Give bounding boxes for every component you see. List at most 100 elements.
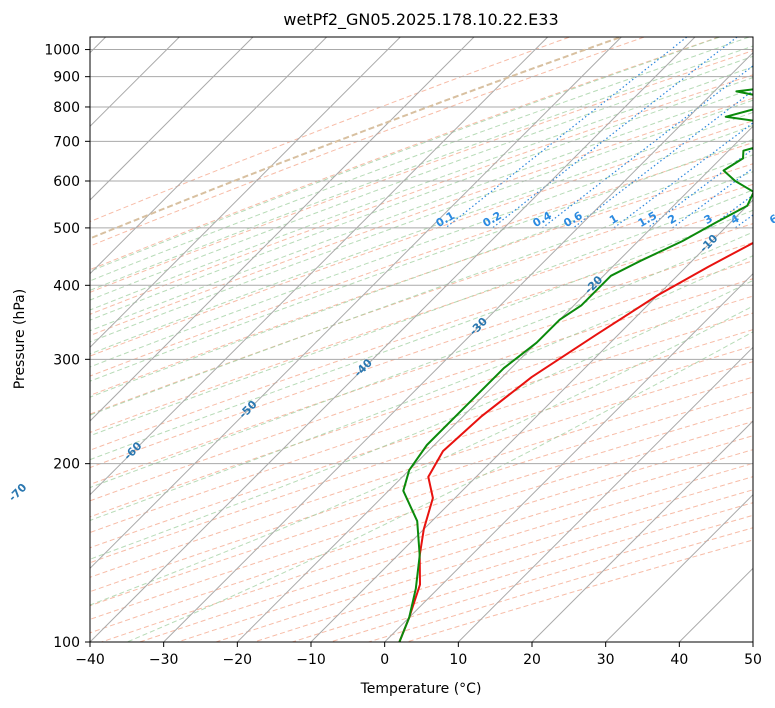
isotherm <box>384 272 753 642</box>
isotherm <box>90 37 328 275</box>
x-axis: −40 −30 −20 −10 0 10 20 30 40 50 <box>75 642 762 668</box>
y-tick-label: 300 <box>53 352 80 368</box>
isotherm-label: -70 <box>6 481 29 504</box>
mixing-ratio-line <box>445 37 688 229</box>
dry-adiabat <box>90 345 753 564</box>
dry-adiabat <box>90 74 753 315</box>
reference-lines <box>90 37 753 642</box>
x-tick-label: −20 <box>223 652 253 668</box>
data-series <box>398 88 753 642</box>
moist-adiabat <box>90 88 753 332</box>
moist-adiabat <box>90 138 753 382</box>
isotherm-label: -50 <box>236 398 259 421</box>
dry-adiabat <box>90 241 753 469</box>
y-tick-label: 200 <box>53 457 80 473</box>
moist-adiabat <box>90 305 753 606</box>
isotherm <box>457 346 753 642</box>
series-line-1 <box>398 88 753 642</box>
dry-adiabat <box>368 527 753 642</box>
dry-adiabat <box>90 97 753 337</box>
y-tick-label: 100 <box>53 635 80 651</box>
mixing-ratio-label: 1.5 <box>636 209 659 230</box>
isotherm <box>236 125 753 642</box>
y-tick-label: 700 <box>53 134 80 150</box>
isotherm <box>531 420 753 642</box>
isotherm <box>90 37 475 422</box>
y-tick-label: 900 <box>53 70 80 86</box>
moist-adiabat <box>90 55 753 301</box>
dry-adiabat <box>90 361 753 578</box>
isotherm <box>90 37 401 349</box>
x-tick-label: −30 <box>149 652 179 668</box>
x-tick-label: 50 <box>744 652 762 668</box>
isotherm <box>90 37 622 570</box>
dry-adiabat <box>90 120 753 357</box>
mixing-ratio-line <box>542 65 753 229</box>
dry-adiabat <box>90 203 753 433</box>
y-axis: 1000 900 800 700 600 500 400 300 200 100 <box>44 43 90 651</box>
moist-adiabat <box>90 66 753 311</box>
moist-adiabat <box>90 154 753 398</box>
moist-adiabat <box>90 231 753 489</box>
moist-adiabat <box>90 189 753 437</box>
dry-adiabat <box>90 312 753 534</box>
dry-adiabat <box>90 142 753 377</box>
x-tick-label: 10 <box>449 652 467 668</box>
moist-adiabat <box>90 37 751 282</box>
x-axis-label: Temperature (°C) <box>360 681 482 697</box>
moist-adiabat <box>90 255 753 521</box>
dry-adiabat <box>90 295 753 518</box>
mixing-ratio-line <box>492 37 739 229</box>
x-tick-label: 0 <box>380 652 389 668</box>
moist-adiabat <box>90 171 753 416</box>
x-tick-label: 30 <box>597 652 615 668</box>
isotherm <box>310 199 753 642</box>
y-tick-label: 1000 <box>44 43 80 59</box>
mixing-ratio-line <box>734 214 753 229</box>
moist-adiabat <box>90 209 753 461</box>
dry-adiabat <box>330 514 753 642</box>
moist-adiabat <box>90 279 753 560</box>
isotherm <box>752 641 753 642</box>
moist-adiabat <box>90 124 753 368</box>
dry-adiabat <box>90 37 572 223</box>
isotherm <box>90 37 549 496</box>
dry-adiabat <box>90 50 753 293</box>
x-tick-label: −10 <box>296 652 326 668</box>
y-tick-label: 600 <box>53 174 80 190</box>
plot-frame <box>89 36 754 643</box>
moist-adiabat <box>90 99 753 343</box>
dry-adiabat <box>90 278 753 502</box>
isotherm <box>163 51 753 642</box>
mixing-ratio-label: 6 <box>767 212 775 227</box>
dry-adiabat <box>90 223 753 451</box>
x-tick-label: 20 <box>523 652 541 668</box>
mixing-ratio-line <box>613 122 753 229</box>
moist-adiabat <box>90 111 753 355</box>
dry-adiabat <box>90 260 753 485</box>
isotherm <box>605 493 753 642</box>
dry-adiabat <box>90 37 646 247</box>
mixing-ratio-label: 0.6 <box>561 209 585 230</box>
x-tick-label: 40 <box>670 652 688 668</box>
dry-adiabat <box>90 329 753 549</box>
isotherm <box>90 37 696 642</box>
mixing-ratio-line <box>672 167 753 229</box>
mixing-ratio-label: 0.4 <box>531 209 555 230</box>
dry-adiabat <box>90 376 753 593</box>
y-tick-label: 800 <box>53 100 80 116</box>
y-tick-label: 500 <box>53 221 80 237</box>
isotherm <box>90 37 254 201</box>
y-axis-label: Pressure (hPa) <box>12 289 28 389</box>
dry-adiabat <box>90 391 753 607</box>
dry-adiabat <box>90 163 753 396</box>
chart-title: wetPf2_GN05.2025.178.10.22.E33 <box>283 10 558 30</box>
y-tick-label: 400 <box>53 278 80 294</box>
mixing-ratio-label: 0.2 <box>481 209 504 230</box>
series-line-0 <box>398 241 753 642</box>
dry-adiabat <box>90 183 753 415</box>
moist-adiabat <box>127 331 753 642</box>
moist-adiabat <box>90 77 753 321</box>
moist-adiabat <box>90 45 753 291</box>
